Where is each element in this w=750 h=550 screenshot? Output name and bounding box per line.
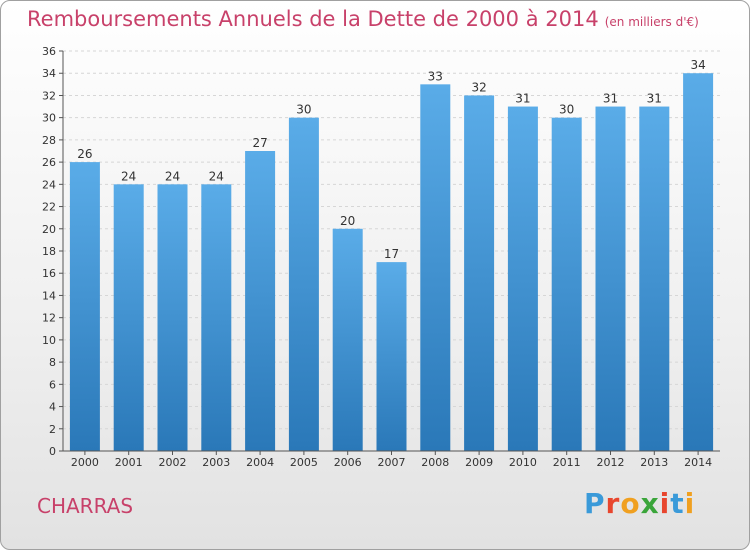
x-tick-label-2010: 2010 bbox=[509, 456, 537, 469]
data-label-2001: 24 bbox=[121, 169, 136, 183]
y-tick-label-30: 30 bbox=[42, 112, 56, 125]
bar-2001 bbox=[113, 184, 144, 452]
y-tick-label-6: 6 bbox=[49, 378, 56, 391]
proxiti-logo[interactable]: Proxiti bbox=[584, 487, 695, 520]
y-tick-label-24: 24 bbox=[42, 178, 56, 191]
y-tick-label-26: 26 bbox=[42, 156, 56, 169]
x-tick-label-2012: 2012 bbox=[597, 456, 625, 469]
bar-2008 bbox=[420, 84, 451, 451]
bar-2013 bbox=[639, 106, 670, 452]
y-tick-label-22: 22 bbox=[42, 201, 56, 214]
data-label-2010: 31 bbox=[515, 92, 530, 106]
data-label-2012: 31 bbox=[603, 92, 618, 106]
data-label-2013: 31 bbox=[647, 92, 662, 106]
bar-2003 bbox=[201, 184, 232, 452]
bars: 26 24 24 24 27 30 20 17 33 32 31 30 31 31 34 bbox=[69, 58, 714, 452]
data-label-2009: 32 bbox=[471, 80, 486, 94]
chart-title: Remboursements Annuels de la Dette de 20… bbox=[27, 7, 699, 31]
y-tick-label-12: 12 bbox=[42, 312, 56, 325]
y-tick-label-32: 32 bbox=[42, 89, 56, 102]
x-tick-label-2000: 2000 bbox=[71, 456, 99, 469]
x-tick-label-2008: 2008 bbox=[421, 456, 449, 469]
data-label-2005: 30 bbox=[296, 103, 311, 117]
y-tick-label-34: 34 bbox=[42, 67, 56, 80]
bar-2012 bbox=[595, 106, 626, 452]
bar-2014 bbox=[683, 73, 714, 451]
x-tick-label-2003: 2003 bbox=[202, 456, 230, 469]
logo-letter: t bbox=[670, 487, 685, 520]
bar-2000 bbox=[69, 162, 100, 451]
x-tick-label-2001: 2001 bbox=[115, 456, 143, 469]
y-tick-label-28: 28 bbox=[42, 134, 56, 147]
town-name: CHARRAS bbox=[37, 494, 134, 518]
data-label-2002: 24 bbox=[165, 169, 180, 183]
y-tick-label-14: 14 bbox=[42, 289, 56, 302]
data-label-2000: 26 bbox=[77, 147, 92, 161]
data-label-2011: 30 bbox=[559, 103, 574, 117]
data-label-2007: 17 bbox=[384, 247, 399, 261]
x-tick-label-2007: 2007 bbox=[378, 456, 406, 469]
y-tick-label-18: 18 bbox=[42, 245, 56, 258]
y-tick-label-4: 4 bbox=[49, 401, 56, 414]
x-tick-label-2013: 2013 bbox=[640, 456, 668, 469]
bar-2004 bbox=[245, 151, 276, 451]
data-label-2006: 20 bbox=[340, 214, 355, 228]
chart-title-text: Remboursements Annuels de la Dette de 20… bbox=[27, 7, 599, 31]
y-tick-label-8: 8 bbox=[49, 356, 56, 369]
x-axis: 2000 2001 2002 2003 2004 2005 2006 2007 2008 2009… bbox=[63, 450, 720, 469]
bar-2009 bbox=[464, 95, 495, 451]
y-tick-label-2: 2 bbox=[49, 423, 56, 436]
logo-letter: i bbox=[684, 487, 696, 520]
data-label-2008: 33 bbox=[428, 69, 443, 83]
x-tick-label-2014: 2014 bbox=[684, 456, 712, 469]
logo-letter: x bbox=[640, 487, 660, 520]
bar-2006 bbox=[332, 228, 363, 451]
y-tick-label-20: 20 bbox=[42, 223, 56, 236]
data-label-2003: 24 bbox=[209, 169, 224, 183]
data-label-2014: 34 bbox=[690, 58, 705, 72]
x-tick-label-2009: 2009 bbox=[465, 456, 493, 469]
logo-letter: P bbox=[584, 487, 606, 520]
y-tick-label-10: 10 bbox=[42, 334, 56, 347]
logo-letter: r bbox=[605, 487, 621, 520]
chart-unit-note: (en milliers d'€) bbox=[604, 15, 699, 29]
logo-letter: i bbox=[659, 487, 671, 520]
bar-2002 bbox=[157, 184, 188, 452]
x-tick-label-2002: 2002 bbox=[159, 456, 187, 469]
y-tick-label-36: 36 bbox=[42, 45, 56, 58]
y-tick-label-0: 0 bbox=[49, 445, 56, 458]
x-tick-label-2004: 2004 bbox=[246, 456, 274, 469]
x-tick-label-2011: 2011 bbox=[553, 456, 581, 469]
x-tick-label-2006: 2006 bbox=[334, 456, 362, 469]
bar-2010 bbox=[507, 106, 538, 452]
bar-2011 bbox=[551, 117, 582, 452]
y-tick-label-16: 16 bbox=[42, 267, 56, 280]
x-tick-label-2005: 2005 bbox=[290, 456, 318, 469]
bar-2005 bbox=[288, 117, 319, 452]
logo-letter: o bbox=[620, 487, 641, 520]
data-label-2004: 27 bbox=[252, 136, 267, 150]
bar-2007 bbox=[376, 262, 407, 451]
